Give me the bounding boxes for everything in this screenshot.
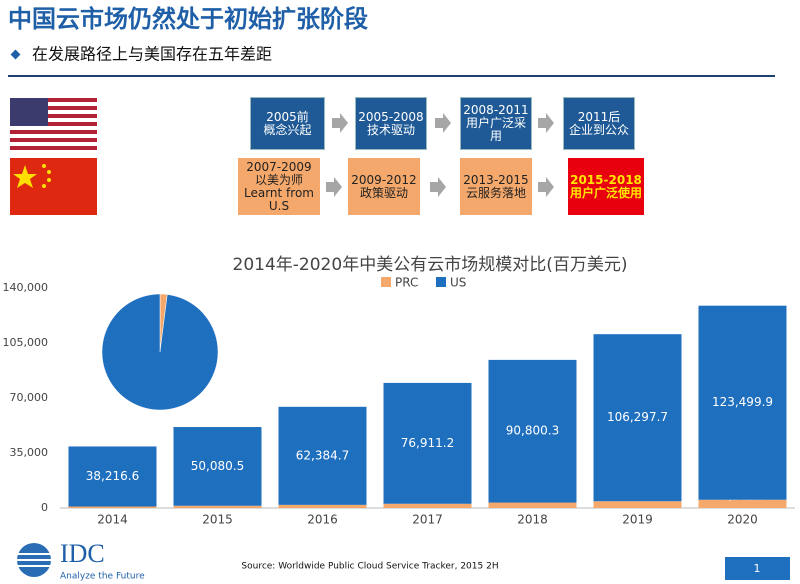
timeline-box: 2011后 企业到公众 (563, 97, 635, 150)
timeline-text: 概念兴起 (263, 122, 312, 137)
timeline-text: 2009-2012 (351, 172, 417, 187)
data-label: 38,216.6 (86, 469, 139, 483)
timeline-box: 2005前 概念兴起 (250, 97, 325, 150)
data-label: 106,297.7 (607, 410, 668, 424)
x-tick-label: 2014 (97, 513, 128, 527)
logo-tagline: Analyze the Future (60, 572, 145, 582)
timeline-text: 2011后 (577, 109, 621, 124)
chart-title: 2014年-2020年中美公有云市场规模对比(百万美元) (233, 255, 628, 275)
timeline-text: 以美为师 (254, 172, 303, 187)
x-tick-label: 2017 (412, 513, 443, 527)
logo-text: IDC (60, 539, 105, 568)
y-tick-label: 70,000 (10, 391, 49, 404)
slide-title: 中国云市场仍然处于初始扩张阶段 (8, 5, 368, 33)
timeline-box: 2015-2018 用户广泛使用 (568, 158, 644, 215)
bar-segment (173, 505, 262, 508)
idc-logo (17, 543, 51, 577)
timeline-text: 企业到公众 (568, 122, 629, 137)
legend-label: US (450, 276, 466, 290)
legend-swatch (381, 277, 391, 287)
timeline-box: 2007-2009 以美为师 Learnt from U.S (238, 158, 320, 215)
timeline-text: Learnt from U.S (244, 185, 314, 213)
x-tick-label: 2020 (727, 513, 758, 527)
bar-segment (278, 406, 367, 505)
bar-segment (698, 499, 787, 508)
page-badge (725, 557, 790, 580)
timeline-box: 2013-2015 云服务落地 (460, 158, 532, 215)
timeline-box: 2008-2011 用户广泛采用 (460, 97, 532, 150)
bar-segment (383, 503, 472, 508)
legend-label: PRC (395, 276, 418, 290)
timeline-arrows (326, 113, 554, 197)
data-label: 76,911.2 (401, 436, 454, 450)
bar-segment (488, 502, 577, 508)
legend-swatch (436, 277, 446, 287)
timeline-text: 用户广泛使用 (570, 185, 643, 200)
timeline-text: 2015-2018 (570, 172, 642, 187)
timeline-text: 用户广泛采用 (465, 116, 526, 143)
timeline-text: 2005-2008 (358, 109, 424, 124)
source-note: Source: Worldwide Public Cloud Service T… (241, 562, 498, 572)
y-tick-label: 35,000 (10, 446, 49, 459)
pie-slice (101, 293, 219, 411)
data-label: 50,080.5 (191, 459, 244, 473)
us-flag (10, 98, 97, 150)
timeline-text: 2007-2009 (246, 159, 312, 174)
data-label: 90,800.3 (506, 424, 559, 438)
bar-segment (173, 427, 262, 506)
data-label: 123,499.9 (712, 395, 773, 409)
x-tick-label: 2016 (307, 513, 338, 527)
china-flag (10, 158, 97, 215)
x-tick-label: 2019 (622, 513, 653, 527)
timeline-text: 技术驱动 (366, 122, 415, 137)
bar-segment (68, 446, 157, 507)
slide-subtitle: 在发展路径上与美国存在五年差距 (32, 45, 272, 64)
bar-segment (278, 504, 367, 508)
bar-segment (68, 506, 157, 508)
y-tick-label: 140,000 (3, 281, 49, 294)
x-tick-label: 2015 (202, 513, 233, 527)
bar-segment (593, 334, 682, 502)
bar-segment (488, 359, 577, 503)
bar-segment (383, 382, 472, 504)
timeline-box: 2009-2012 政策驱动 (348, 158, 420, 215)
page-number: 1 (754, 562, 761, 575)
y-tick-label: 105,000 (3, 336, 49, 349)
data-label: 62,384.7 (296, 448, 349, 462)
y-tick-label: 0 (41, 501, 48, 514)
x-tick-label: 2018 (517, 513, 548, 527)
timeline-text: 云服务落地 (465, 185, 526, 200)
timeline-text: 2005前 (266, 109, 309, 124)
bullet (10, 49, 21, 60)
timeline-text: 2013-2015 (463, 172, 529, 187)
timeline-text: 2008-2011 (463, 103, 529, 117)
timeline-text: 政策驱动 (359, 185, 408, 200)
timeline-box: 2005-2008 技术驱动 (355, 97, 427, 150)
bar-segment (698, 305, 787, 500)
bar-segment (593, 501, 682, 508)
